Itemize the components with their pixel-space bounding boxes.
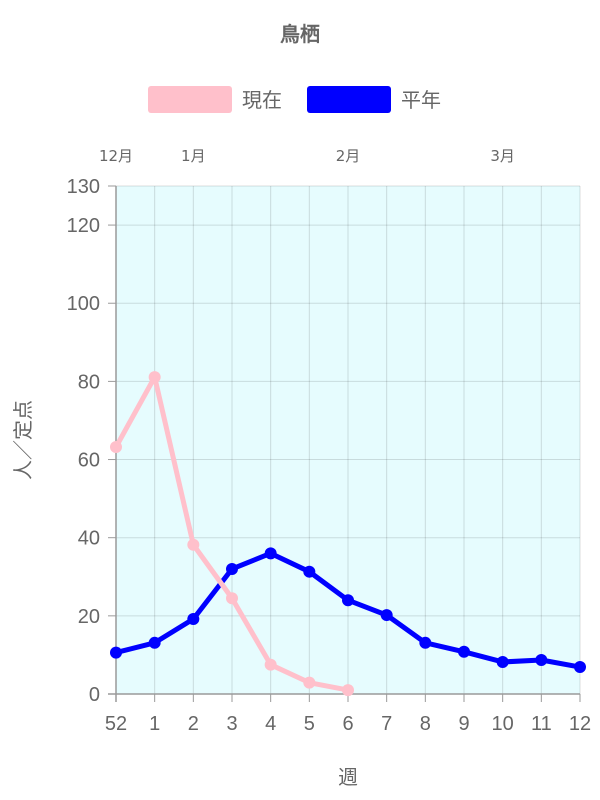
x-tick-label: 3 — [226, 713, 237, 735]
data-point[interactable] — [342, 594, 354, 607]
data-point[interactable] — [110, 441, 122, 454]
y-tick-label: 0 — [89, 684, 100, 706]
legend-item-current[interactable]: 現在 — [148, 86, 282, 113]
y-axis-label: 人／定点 — [11, 400, 35, 480]
y-tick-label: 80 — [78, 371, 100, 393]
month-label: 1月 — [181, 147, 206, 165]
plot-background — [116, 186, 580, 694]
x-tick-label: 2 — [188, 713, 199, 735]
data-point[interactable] — [458, 645, 470, 658]
month-label: 2月 — [336, 147, 361, 165]
x-tick-label: 6 — [342, 713, 353, 735]
x-tick-label: 7 — [381, 713, 392, 735]
month-labels: 12月 1月 2月 3月 — [99, 147, 515, 165]
x-tick-label: 52 — [105, 713, 127, 735]
y-tick-label: 20 — [78, 606, 100, 628]
legend: 現在 平年 — [148, 86, 441, 113]
x-tick-label: 10 — [492, 713, 514, 735]
legend-swatch-normal — [307, 86, 391, 113]
data-point[interactable] — [226, 562, 238, 575]
x-tick-label: 12 — [569, 713, 591, 735]
data-point[interactable] — [496, 655, 509, 668]
data-point[interactable] — [380, 609, 393, 622]
data-point[interactable] — [110, 646, 122, 659]
data-point[interactable] — [264, 547, 277, 560]
data-point[interactable] — [187, 612, 200, 625]
series-layer — [110, 371, 586, 697]
x-tick-label: 11 — [531, 713, 552, 735]
legend-label-current: 現在 — [242, 88, 282, 112]
y-tick-labels: 0 20 40 60 80 100 120 130 — [67, 176, 100, 706]
data-point[interactable] — [419, 636, 432, 649]
x-tick-label: 8 — [420, 713, 431, 735]
y-tick-label: 130 — [67, 176, 100, 198]
x-tick-labels: 52 1 2 3 4 5 6 7 8 9 10 11 12 — [105, 713, 591, 735]
y-tick-label: 40 — [78, 528, 100, 550]
month-label: 12月 — [99, 147, 133, 165]
x-axis-label: 週 — [338, 765, 358, 789]
series-normal — [110, 547, 586, 674]
x-tick-label: 1 — [149, 713, 160, 735]
month-label: 3月 — [490, 147, 515, 165]
y-tick-label: 120 — [67, 215, 100, 237]
x-tick-label: 5 — [304, 713, 315, 735]
y-tick-label: 60 — [78, 450, 100, 472]
legend-label-normal: 平年 — [401, 88, 441, 112]
data-point[interactable] — [226, 592, 238, 605]
x-tick-label: 4 — [265, 713, 276, 735]
data-point[interactable] — [303, 676, 316, 689]
data-point[interactable] — [264, 658, 277, 671]
y-tick-label: 100 — [67, 293, 100, 315]
legend-item-normal[interactable]: 平年 — [307, 86, 441, 113]
data-point[interactable] — [187, 538, 200, 551]
x-tick-label: 9 — [458, 713, 469, 735]
data-point[interactable] — [574, 661, 586, 674]
chart-title: 鳥栖 — [280, 22, 320, 46]
data-point[interactable] — [342, 684, 354, 697]
data-point[interactable] — [148, 371, 161, 384]
series-current — [110, 371, 354, 697]
data-point[interactable] — [303, 565, 316, 578]
data-point[interactable] — [535, 654, 548, 667]
grid-lines — [115, 185, 581, 695]
legend-swatch-current — [148, 86, 232, 113]
data-point[interactable] — [148, 636, 161, 649]
